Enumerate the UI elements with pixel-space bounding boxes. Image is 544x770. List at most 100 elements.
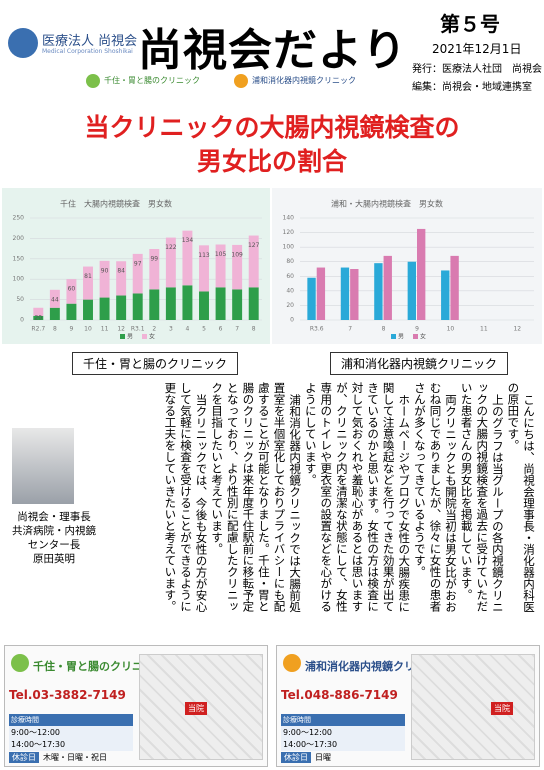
data-label: 44 <box>51 296 59 303</box>
bar <box>316 267 326 320</box>
bar <box>116 261 127 296</box>
x-tick-label: 11 <box>480 326 488 333</box>
chart-background <box>272 188 542 344</box>
bar <box>83 299 93 320</box>
bar <box>66 279 77 304</box>
bar <box>450 255 459 320</box>
closed-days: 日曜 <box>315 753 331 762</box>
author-photo <box>12 428 74 504</box>
x-tick-label: 9 <box>70 326 74 333</box>
bar <box>99 260 110 298</box>
footer-tel: Tel.03-3882-7149 <box>9 688 126 702</box>
x-tick-label: 10 <box>84 326 92 333</box>
x-tick-label: 4 <box>186 326 190 333</box>
x-tick-label: 9 <box>415 326 419 333</box>
bar <box>232 244 243 290</box>
x-tick-label: 8 <box>53 326 57 333</box>
bar <box>350 269 359 320</box>
bar <box>374 263 383 320</box>
chart-caption: 浦和消化器内視鏡クリニック <box>330 352 509 375</box>
bar <box>132 253 143 294</box>
hours-row: 9:00〜12:00 <box>9 726 133 739</box>
author-line: 共済病院・内視鏡 <box>12 525 96 537</box>
closed-days: 木曜・日曜・祝日 <box>43 753 107 762</box>
y-tick-label: 50 <box>16 296 24 303</box>
x-tick-label: 2 <box>152 326 156 333</box>
author-caption: 尚視会・理事長 共済病院・内視鏡 センター長 原田英明 <box>4 510 104 566</box>
legend-label: 男 <box>127 334 133 341</box>
footer-tel: Tel.048-886-7149 <box>281 688 398 702</box>
x-tick-label: 7 <box>348 326 352 333</box>
bar <box>165 287 176 320</box>
chart-title: 浦和・大腸内視鏡検査 男女数 <box>331 199 443 209</box>
bar <box>441 270 450 320</box>
bar <box>248 235 259 288</box>
y-tick-label: 100 <box>13 276 25 283</box>
x-tick-label: 3 <box>169 326 173 333</box>
x-tick-label: 8 <box>252 326 256 333</box>
data-label: 81 <box>84 273 92 280</box>
x-tick-label: 10 <box>447 326 455 333</box>
bar <box>199 245 209 292</box>
bar <box>149 289 160 320</box>
bar <box>132 293 143 320</box>
data-label: 122 <box>165 244 177 251</box>
y-tick-label: 140 <box>283 215 295 222</box>
author-line: 原田英明 <box>33 553 75 565</box>
y-tick-label: 0 <box>20 317 24 324</box>
map-marker: 当院 <box>491 702 513 715</box>
paragraph: 浦和消化器内視鏡クリニックでは大腸前処置室を半個室化しておりプライバシーにも配慮… <box>210 382 303 612</box>
legend-label: 女 <box>149 333 155 341</box>
data-label: 109 <box>231 251 243 258</box>
paragraph: 両クリニックとも開院当初は男女比がおおむね同じでありましたが、徐々に女性の患者さ… <box>412 382 459 612</box>
bar <box>417 228 426 320</box>
data-label: 134 <box>182 237 194 244</box>
charts: 千住 大腸内視鏡検査 男女数050100150200250R2.72084496… <box>2 188 542 344</box>
headline: 当クリニックの大腸内視鏡検査の <box>84 113 460 142</box>
bar <box>49 289 60 308</box>
bar <box>149 249 160 290</box>
issue: 第５号 <box>440 12 500 36</box>
bar <box>182 230 193 286</box>
bar <box>248 287 259 320</box>
y-tick-label: 100 <box>283 244 295 251</box>
hours-row: 9:00〜12:00 <box>281 726 405 739</box>
author-line: センター長 <box>27 539 81 551</box>
data-label: 127 <box>248 242 260 249</box>
clinic-logo-mark <box>86 74 100 88</box>
y-tick-label: 200 <box>13 235 25 242</box>
bar <box>116 295 127 320</box>
y-tick-label: 60 <box>286 273 294 280</box>
bar <box>83 266 93 300</box>
logo-mark <box>8 28 38 58</box>
data-label: 90 <box>101 267 109 274</box>
x-tick-label: 12 <box>117 326 125 333</box>
data-label: 105 <box>215 251 227 258</box>
data-label: 113 <box>198 252 210 259</box>
y-tick-label: 150 <box>13 255 25 262</box>
legend-swatch <box>413 334 418 339</box>
footer-logo-mark <box>11 654 29 672</box>
x-tick-label: R3.6 <box>310 326 324 333</box>
y-tick-label: 20 <box>286 302 294 309</box>
footer-clinic: 浦和消化器内視鏡クリニック Tel.048-886-7149 診療時間 9:00〜12… <box>276 645 540 767</box>
x-tick-label: R3.1 <box>131 326 145 333</box>
paragraph: ホームページやブログで女性の大腸疾患に関して注意喚起などを行ってきた効果が出てき… <box>303 382 412 612</box>
newsletter-title: 尚視会だより <box>138 25 408 76</box>
chart-caption: 千住・胃と腸のクリニック <box>72 352 239 375</box>
footer-clinic: 千住・胃と腸のクリニック Tel.03-3882-7149 診療時間 9:00〜12:… <box>4 645 268 767</box>
legend-label: 男 <box>398 334 404 341</box>
x-tick-label: 7 <box>235 326 239 333</box>
x-tick-label: 12 <box>513 326 521 333</box>
closed-label: 休診日 <box>9 752 39 763</box>
y-tick-label: 80 <box>286 258 294 265</box>
clinic-logo-mark <box>234 74 248 88</box>
paragraph: こんにちは、尚視会理事長・消化器内科医の原田です。 <box>506 382 536 612</box>
bar <box>383 255 392 320</box>
map-marker: 当院 <box>185 702 207 715</box>
bar <box>33 315 44 320</box>
hours-label: 診療時間 <box>281 714 405 726</box>
org-logo: 医療法人 尚視会 <box>42 34 138 49</box>
legend-label: 女 <box>420 333 426 341</box>
